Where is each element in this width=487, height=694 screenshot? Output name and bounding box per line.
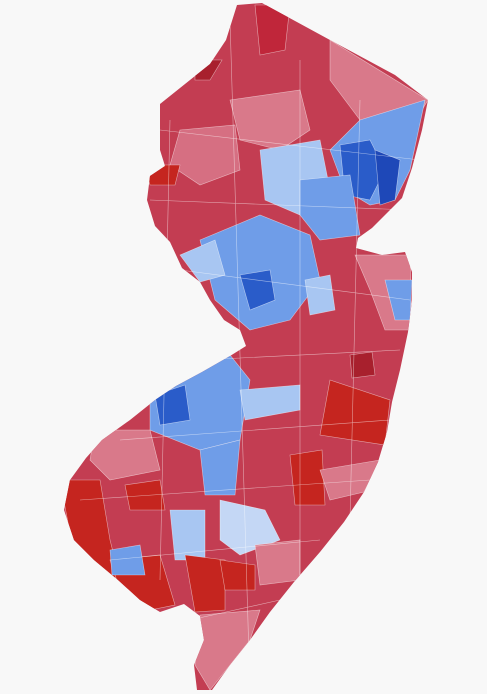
region (254, 4, 291, 56)
region (289, 449, 326, 506)
region (169, 124, 241, 186)
region (229, 89, 311, 151)
region (184, 554, 226, 613)
region (239, 269, 276, 311)
region (304, 274, 336, 316)
region (124, 479, 166, 511)
region (109, 544, 146, 576)
region (199, 439, 241, 496)
region (179, 239, 226, 283)
region (144, 164, 181, 186)
region (89, 429, 161, 481)
region (194, 609, 261, 690)
region (154, 384, 191, 426)
border-lines (79, 19, 421, 690)
region (219, 559, 256, 591)
region (254, 539, 301, 586)
region (349, 351, 376, 379)
